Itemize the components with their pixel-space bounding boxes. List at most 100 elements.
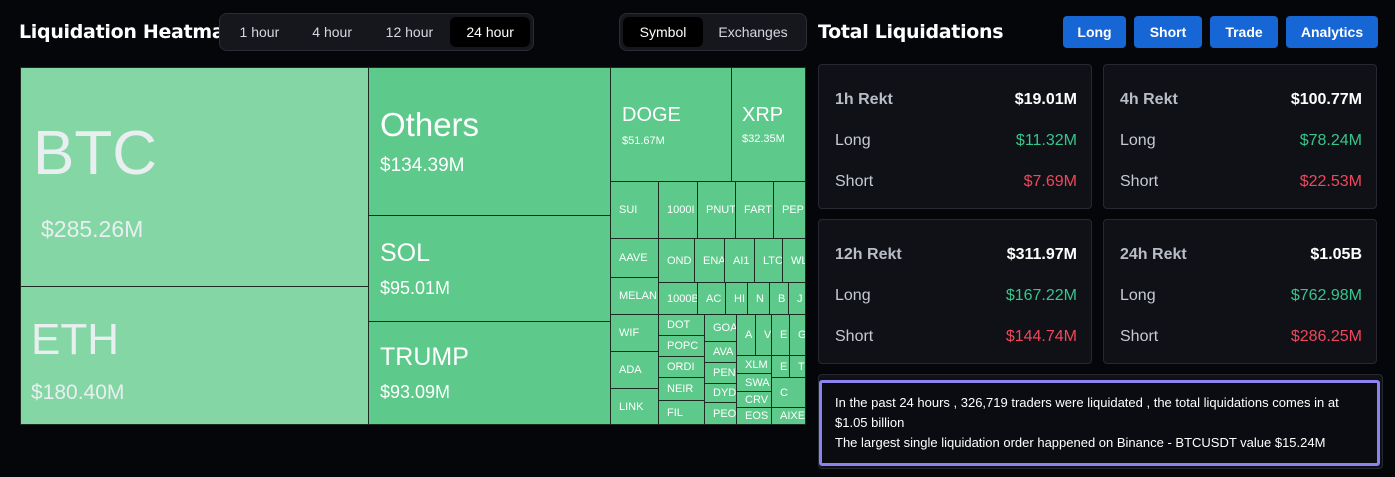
tile-value: $93.09M [380,382,451,402]
short-button[interactable]: Short [1134,16,1202,48]
heatmap-tile-v[interactable]: V [755,314,772,356]
heatmap-tile-fart[interactable]: FART [735,181,774,239]
liquidation-summary: In the past 24 hours , 326,719 traders w… [819,380,1380,466]
long-label: Long [1120,287,1156,304]
heatmap-tile-hi[interactable]: HI [725,282,748,315]
card-label: 24h Rekt [1120,246,1187,263]
card-total: $100.77M [1290,91,1362,108]
heatmap-tile-peo[interactable]: PEO [704,402,737,425]
rekt-card-12h: 12h Rekt $311.97M Long $167.22M Short $144.… [818,219,1092,364]
long-label: Long [835,287,871,304]
tile-value: $95.01M [380,278,451,298]
heatmap-tile-link[interactable]: LINK [610,388,659,425]
heatmap-tile-eos[interactable]: EOS [736,407,772,425]
tile-value: $134.39M [380,155,465,176]
tab-symbol[interactable]: Symbol [623,17,703,47]
rekt-card-1h: 1h Rekt $19.01M Long $11.32M Short $7.69M [818,64,1092,209]
tile-symbol: Others [380,106,480,143]
tile-symbol: TRUMP [380,343,469,371]
analytics-button[interactable]: Analytics [1286,16,1378,48]
heatmap-tile-eth[interactable]: ETH $180.40M [20,286,369,425]
heatmap-tile-pen[interactable]: PEN [704,362,737,384]
short-label: Short [835,328,874,345]
heatmap-tile-a[interactable]: A [736,314,756,356]
heatmap-tile-j[interactable]: J [788,282,806,315]
heatmap-tile-wl[interactable]: WL [782,238,806,283]
tab-exchanges[interactable]: Exchanges [718,24,788,40]
rekt-card-4h: 4h Rekt $100.77M Long $78.24M Short $22.53M [1103,64,1377,209]
heatmap-tile-ltc[interactable]: LTC [754,238,783,283]
tile-symbol: SOL [380,239,431,267]
heatmap-tile-ava[interactable]: AVA [704,341,737,363]
card-total: $311.97M [1006,246,1077,263]
heatmap-tile-sol[interactable]: SOL $95.01M [368,215,611,322]
tile-value: $51.67M [622,135,665,147]
heatmap-tile-e[interactable]: E [771,314,790,356]
short-label: Short [835,173,874,190]
tile-value: $32.35M [742,133,785,145]
long-value: $762.98M [1290,287,1362,304]
tile-symbol: BTC [33,119,157,188]
rekt-card-24h: 24h Rekt $1.05B Long $762.98M Short $286.25… [1103,219,1377,364]
heatmap-tile-crv[interactable]: CRV [736,391,772,408]
heatmap-tile-others[interactable]: Others $134.39M [368,67,611,216]
long-label: Long [1120,132,1156,149]
short-value: $7.69M [1023,173,1077,190]
heatmap-tile-neir[interactable]: NEIR [658,377,705,401]
heatmap-tile-doge[interactable]: DOGE $51.67M [610,67,732,182]
heatmap-tile-e2[interactable]: E [771,355,790,378]
short-value: $22.53M [1299,173,1362,190]
heatmap-tile-trump[interactable]: TRUMP $93.09M [368,321,611,425]
tab-1-hour[interactable]: 1 hour [239,24,280,40]
heatmap-tile-fil[interactable]: FIL [658,400,705,425]
time-range-tabs: 1 hour 4 hour 12 hour 24 hour [219,13,534,51]
heatmap-tile-pep[interactable]: PEP [773,181,806,239]
tile-symbol: DOGE [622,104,681,126]
heatmap-tile-1000b[interactable]: 1000B [658,282,698,315]
tab-24-hour[interactable]: 24 hour [450,17,530,47]
heatmap-tile-popc[interactable]: POPC [658,335,705,357]
heatmap-tile-melan[interactable]: MELAN [610,277,659,315]
card-label: 4h Rekt [1120,91,1178,108]
long-button[interactable]: Long [1063,16,1126,48]
long-value: $78.24M [1299,132,1362,149]
heatmap-tile-sui[interactable]: SUI [610,181,659,239]
card-label: 1h Rekt [835,91,893,108]
trade-button[interactable]: Trade [1210,16,1278,48]
total-liquidations-title: Total Liquidations [818,21,1004,43]
heatmap-tile-c[interactable]: C [771,377,806,408]
heatmap-tile-ond[interactable]: OND [658,238,695,283]
heatmap-tile-aixe[interactable]: AIXE [771,407,806,425]
heatmap-tile-b[interactable]: B [769,282,789,315]
tile-value: $180.40M [31,381,125,404]
long-label: Long [835,132,871,149]
heatmap-tile-aave[interactable]: AAVE [610,238,659,278]
heatmap-tile-t[interactable]: T [789,355,806,378]
view-tabs: Symbol Exchanges [619,13,807,51]
heatmap-title: Liquidation Heatmap [19,21,238,43]
heatmap-tile-pnut[interactable]: PNUT [697,181,736,239]
heatmap-tile-ac[interactable]: AC [697,282,726,315]
card-total: $1.05B [1310,246,1362,263]
heatmap-tile-ordi[interactable]: ORDI [658,356,705,378]
heatmap-tile-ada[interactable]: ADA [610,351,659,389]
summary-line-2: The largest single liquidation order hap… [835,435,1326,450]
heatmap-tile-n[interactable]: N [747,282,770,315]
summary-line-1: In the past 24 hours , 326,719 traders w… [835,395,1339,430]
heatmap-tile-xrp[interactable]: XRP $32.35M [731,67,806,182]
heatmap-tile-dot[interactable]: DOT [658,314,705,336]
heatmap-tile-ena[interactable]: ENA [694,238,725,283]
heatmap-tile-1000i[interactable]: 1000I [658,181,698,239]
heatmap-tile-wif[interactable]: WIF [610,314,659,352]
heatmap-tile-g[interactable]: G [789,314,806,356]
tab-12-hour[interactable]: 12 hour [385,24,434,40]
heatmap-tile-xlm[interactable]: XLM [736,355,772,374]
tile-symbol: XRP [742,104,784,126]
heatmap-tile-goa[interactable]: GOA [704,314,737,342]
heatmap-tile-btc[interactable]: BTC $285.26M [20,67,369,287]
heatmap-tile-ai[interactable]: AI1 [724,238,755,283]
long-value: $167.22M [1005,287,1077,304]
heatmap-tile-dyd[interactable]: DYD [704,383,737,403]
heatmap-tile-swa[interactable]: SWA [736,373,772,392]
tab-4-hour[interactable]: 4 hour [312,24,352,40]
